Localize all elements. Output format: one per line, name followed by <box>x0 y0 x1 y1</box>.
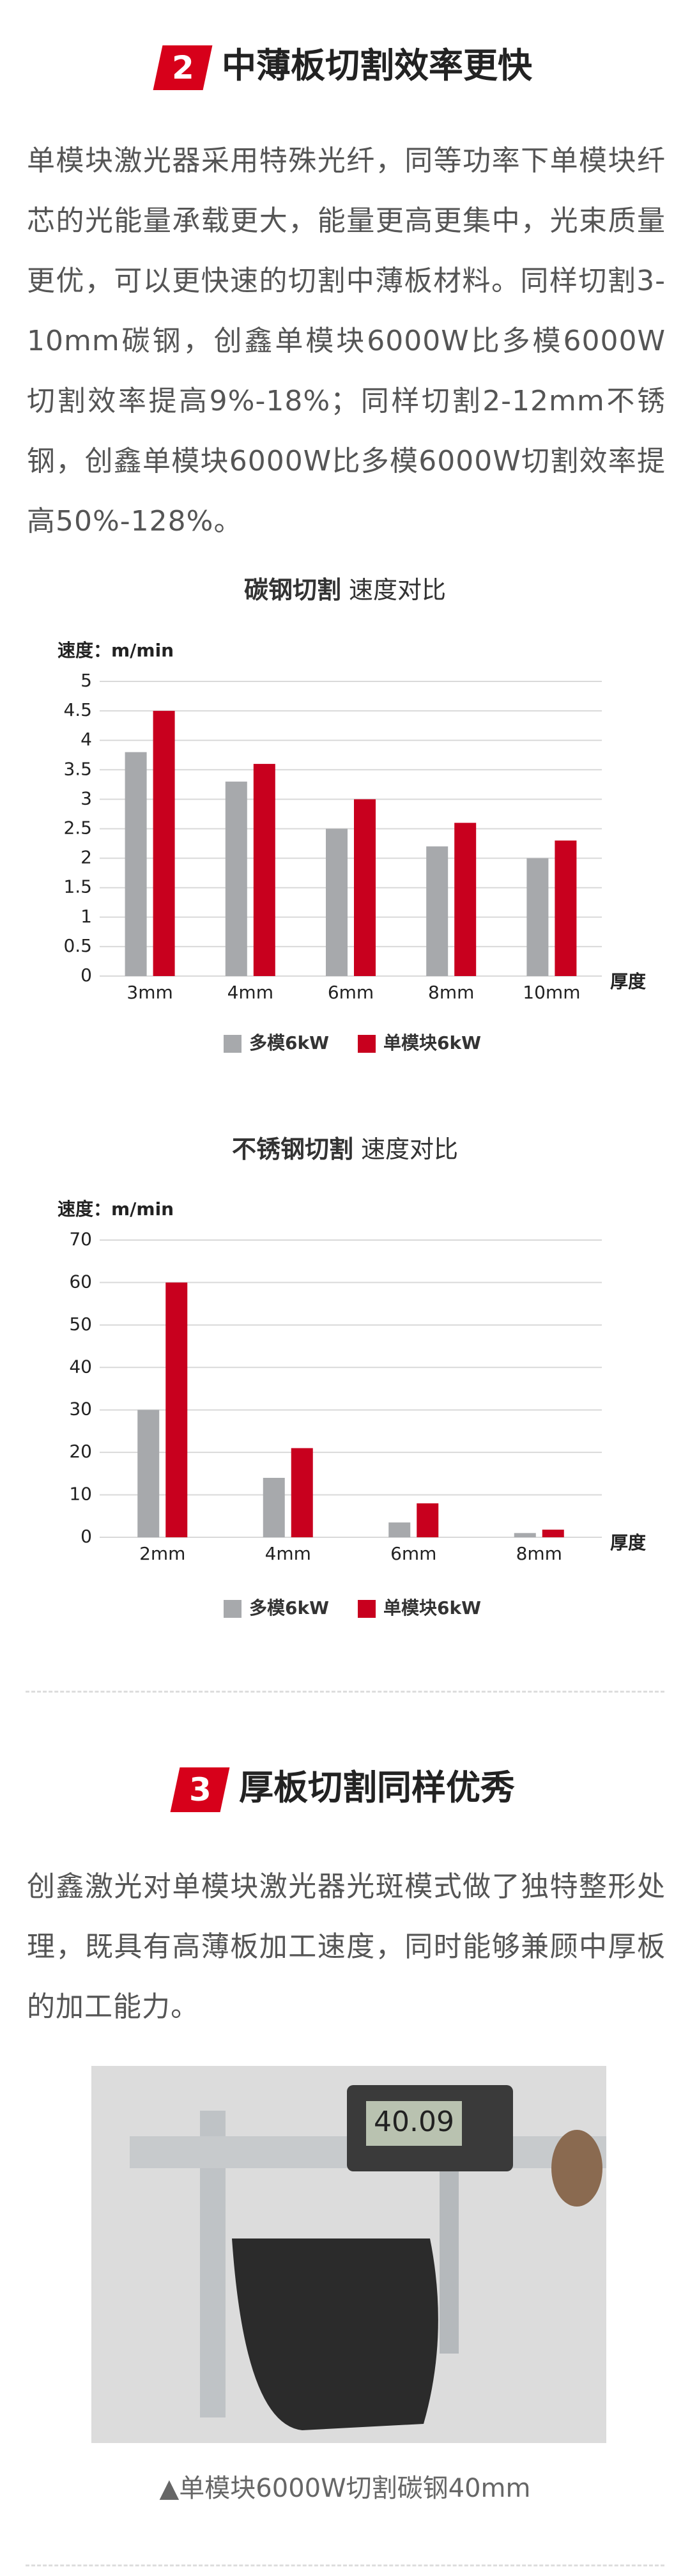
y-tick-label: 0 <box>80 1526 92 1547</box>
paragraph: 单模块激光器采用特殊光纤，同等功率下单模块纤芯的光能量承载更大，能量更高更集中，… <box>27 144 666 538</box>
heading-text: 厚板切割同样优秀 <box>239 1767 515 1808</box>
chart-title-suffix: 速度对比 <box>349 576 446 604</box>
x-tick-label: 8mm <box>516 1543 562 1564</box>
x-tick-label: 4mm <box>227 982 273 1003</box>
bar <box>225 781 247 976</box>
divider <box>26 2564 664 2566</box>
bar <box>417 1503 439 1537</box>
x-tick-label: 6mm <box>328 982 374 1003</box>
bar <box>426 846 448 976</box>
y-tick-label: 1 <box>80 906 92 927</box>
y-tick-label: 30 <box>69 1399 92 1420</box>
y-tick-label: 10 <box>69 1484 92 1505</box>
bar <box>263 1478 285 1537</box>
y-tick-label: 50 <box>69 1314 92 1335</box>
caliper-display: 40.09 <box>374 2106 454 2138</box>
badge: 3 <box>170 1767 230 1813</box>
caption: ▲单模块6000W切割碳钢40mm <box>159 2474 531 2503</box>
badge-number: 3 <box>188 1771 211 1809</box>
chart-title-bold: 碳钢切割 <box>244 576 341 604</box>
divider <box>26 1691 664 1693</box>
bar <box>291 1448 313 1537</box>
y-tick-label: 4 <box>80 729 92 750</box>
y-tick-label: 3.5 <box>63 758 92 779</box>
chart-title: 不锈钢切割 速度对比 <box>232 1135 458 1163</box>
legend-swatch <box>224 1035 241 1053</box>
x-axis-label: 厚度 <box>610 1532 646 1553</box>
bar <box>514 1533 536 1537</box>
photo: 40.09 <box>91 2066 606 2443</box>
y-tick-label: 5 <box>80 670 92 691</box>
bar <box>354 799 376 976</box>
x-tick-label: 4mm <box>265 1543 311 1564</box>
legend-swatch <box>358 1035 376 1053</box>
y-axis-label: 速度：m/min <box>57 1199 174 1220</box>
y-axis-label: 速度：m/min <box>57 640 174 661</box>
heading-text: 中薄板切割效率更快 <box>222 45 532 86</box>
y-tick-label: 3 <box>80 788 92 809</box>
badge: 2 <box>153 45 213 91</box>
legend-label: 单模块6kW <box>383 1032 481 1053</box>
x-tick-label: 8mm <box>428 982 474 1003</box>
legend-label: 多模6kW <box>249 1597 329 1618</box>
paragraph: 创鑫激光对单模块激光器光斑模式做了独特整形处理，既具有高薄板加工速度，同时能够兼… <box>27 1870 666 2023</box>
y-tick-label: 4.5 <box>63 699 92 720</box>
x-tick-label: 3mm <box>126 982 172 1003</box>
y-tick-label: 0 <box>80 965 92 986</box>
legend-swatch <box>224 1600 241 1618</box>
bar <box>137 1409 160 1537</box>
section-heading: 2 中薄板切割效率更快 <box>0 37 690 91</box>
bar <box>526 858 549 976</box>
bar <box>165 1282 188 1537</box>
bar <box>555 840 577 976</box>
bar <box>253 764 275 976</box>
bar <box>153 711 175 976</box>
x-tick-label: 2mm <box>139 1543 185 1564</box>
y-tick-label: 2.5 <box>63 818 92 839</box>
bar <box>326 828 348 976</box>
chart-title-suffix: 速度对比 <box>361 1135 458 1163</box>
y-tick-label: 2 <box>80 847 92 868</box>
x-tick-label: 10mm <box>523 982 580 1003</box>
x-tick-label: 6mm <box>390 1543 436 1564</box>
chart-title: 碳钢切割 速度对比 <box>244 576 446 604</box>
y-tick-label: 20 <box>69 1441 92 1462</box>
y-tick-label: 70 <box>69 1229 92 1250</box>
legend-label: 多模6kW <box>249 1032 329 1053</box>
y-tick-label: 40 <box>69 1356 92 1377</box>
badge-number: 2 <box>171 49 194 87</box>
bar <box>542 1530 564 1537</box>
bar <box>388 1522 411 1537</box>
y-tick-label: 60 <box>69 1271 92 1292</box>
bar <box>125 752 147 976</box>
legend-swatch <box>358 1600 376 1618</box>
y-tick-label: 1.5 <box>63 876 92 897</box>
chart-title-bold: 不锈钢切割 <box>232 1135 353 1163</box>
legend-label: 单模块6kW <box>383 1597 481 1618</box>
section-heading: 3 厚板切割同样优秀 <box>0 1759 690 1813</box>
y-tick-label: 0.5 <box>63 935 92 956</box>
bar <box>454 823 477 976</box>
x-axis-label: 厚度 <box>610 971 646 992</box>
